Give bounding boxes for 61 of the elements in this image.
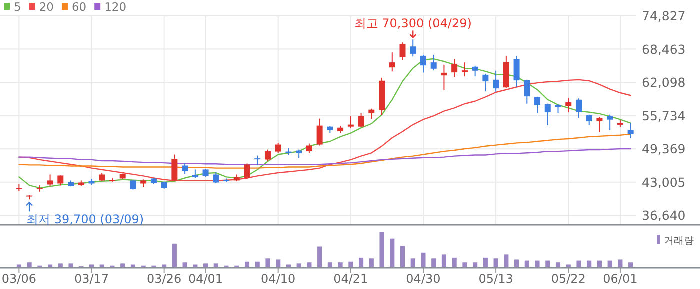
legend-label: 거래량	[664, 236, 694, 247]
bar	[307, 262, 312, 268]
bar	[214, 264, 218, 268]
bar	[504, 254, 509, 268]
bar	[535, 260, 540, 268]
legend-label: 120	[104, 0, 127, 14]
bar	[462, 262, 468, 268]
y-tick-label: 49,369	[642, 142, 686, 157]
bar	[442, 254, 446, 268]
legend-label: 60	[72, 0, 87, 14]
bar	[204, 264, 208, 268]
bar	[380, 232, 384, 268]
x-tick-label: 04/30	[406, 272, 441, 286]
bar	[328, 262, 332, 268]
bar	[27, 262, 32, 268]
y-tick-label: 55,734	[642, 108, 686, 124]
legend-label: 5	[14, 0, 22, 14]
x-tick-label: 03/17	[74, 272, 110, 286]
bar	[182, 262, 188, 268]
x-tick-label: 04/10	[261, 272, 296, 286]
x-tick-label: 05/13	[478, 272, 514, 286]
annotation: 최고 70,300 (04/29)	[354, 16, 472, 31]
y-tick-label: 43,005	[642, 174, 686, 190]
bar	[618, 260, 623, 268]
bar	[514, 260, 520, 268]
bar	[120, 264, 126, 268]
bar	[400, 246, 406, 268]
bar	[359, 258, 364, 268]
bar	[556, 262, 561, 268]
x-tick-label: 04/01	[188, 272, 224, 286]
y-tick-label: 36,640	[642, 208, 686, 224]
y-tick-label: 74,827	[642, 8, 686, 24]
bar	[628, 262, 634, 268]
bar	[473, 262, 478, 268]
bar	[410, 258, 416, 268]
x-tick-label: 05/22	[551, 272, 586, 286]
bar	[276, 260, 281, 268]
bar	[338, 262, 343, 268]
bar	[576, 260, 582, 268]
x-tick-label: 03/26	[147, 272, 182, 286]
bar	[266, 258, 270, 268]
bar	[318, 246, 322, 268]
bar	[369, 258, 374, 268]
bar	[68, 264, 74, 268]
legend-label: 20	[39, 0, 54, 14]
bar	[483, 258, 488, 268]
y-tick-label: 68,463	[642, 42, 686, 57]
x-tick-label: 03/06	[2, 272, 36, 286]
bar	[58, 264, 63, 268]
annotation: 최저 39,700 (03/09)	[26, 212, 144, 227]
bar	[390, 238, 395, 268]
bar	[494, 258, 498, 268]
bar	[432, 258, 436, 268]
bar	[452, 258, 457, 268]
bar	[421, 252, 426, 268]
y-tick-label: 62,098	[642, 75, 686, 90]
x-tick-label: 06/01	[603, 272, 638, 286]
legend: 거래량	[657, 235, 694, 247]
bar	[296, 264, 302, 268]
bar	[172, 244, 177, 268]
x-tick-label: 04/21	[334, 272, 368, 286]
